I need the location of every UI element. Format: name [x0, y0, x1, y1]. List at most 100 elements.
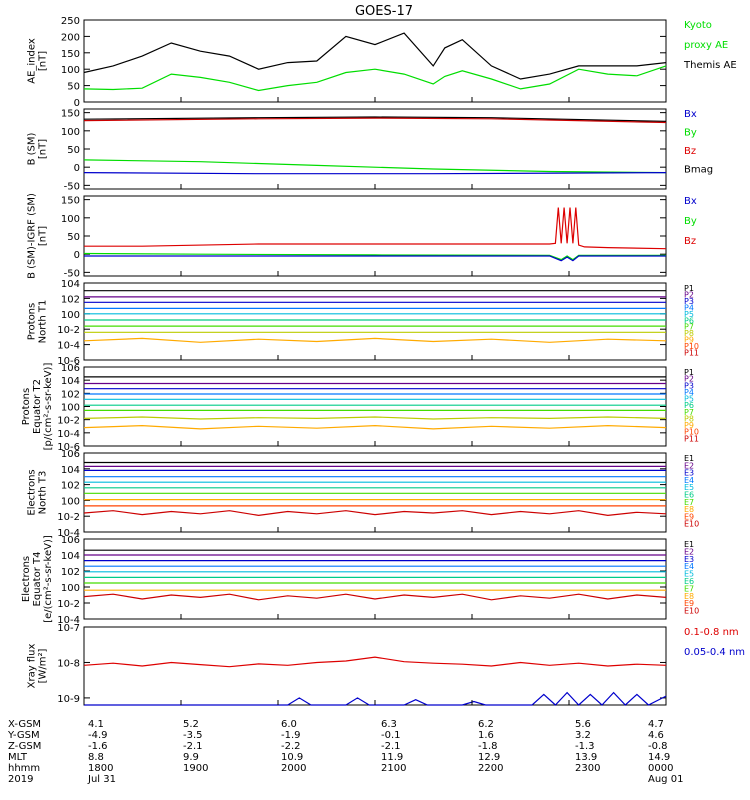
legend-entry: P7 [684, 408, 694, 417]
legend-entry: 0.05-0.4 nm [684, 647, 745, 658]
legend-entry: E2 [684, 547, 694, 556]
legend-entry: P7 [684, 323, 694, 332]
legend-entry: E2 [684, 461, 694, 470]
y-axis-label: Protons [27, 303, 38, 340]
chart-title: GOES-17 [355, 4, 413, 19]
footer-row-label: X-GSM [8, 719, 41, 730]
footer-cell: 3.2 [575, 730, 591, 741]
y-axis-label: North T1 [38, 300, 49, 344]
y-tick-label: 104 [61, 279, 80, 290]
y-tick-label: 104 [61, 376, 80, 387]
legend-entry: P10 [684, 428, 699, 437]
y-tick-label: 102 [61, 481, 80, 492]
y-tick-label: 50 [67, 232, 80, 243]
series-line-p9 [83, 424, 667, 430]
footer-cell: 6.3 [381, 719, 397, 730]
y-tick-label: 104 [61, 465, 80, 476]
y-tick-label: 10-9 [57, 694, 80, 705]
footer-cell: -1.6 [88, 741, 108, 752]
legend-entry: E10 [684, 520, 699, 529]
y-tick-label: 150 [61, 109, 80, 120]
footer-cell: -0.1 [381, 730, 401, 741]
series-line-by [83, 159, 667, 174]
y-tick-label: 102 [61, 567, 80, 578]
footer-cell: 2200 [478, 763, 503, 774]
legend-entry: P4 [684, 388, 694, 397]
y-tick-label: 0 [74, 98, 80, 109]
y-tick-label: 100 [61, 310, 80, 321]
y-tick-label: 150 [61, 49, 80, 60]
y-tick-label: 10-2 [57, 325, 80, 336]
y-axis-label: [e/(cm²-s-sr-keV)] [43, 535, 54, 623]
legend-entry: E8 [684, 505, 694, 514]
series-line-0-1-0-8-nm [83, 656, 667, 668]
y-tick-label: 10-4 [57, 528, 80, 539]
footer-cell: 6.0 [281, 719, 297, 730]
legend-entry: P9 [684, 421, 694, 430]
footer-cell: -1.8 [478, 741, 498, 752]
footer-cell: 2300 [575, 763, 600, 774]
legend-entry: Kyoto [684, 20, 712, 31]
footer-cell: -2.1 [183, 741, 203, 752]
y-axis-label: Electrons [21, 556, 32, 602]
y-tick-label: 104 [61, 551, 80, 562]
y-tick-label: 150 [61, 196, 80, 207]
panel-frame [83, 538, 667, 620]
panel-4: 10-6 10-4 10-2 100 102 104 106 Protons Equator T… [21, 363, 699, 453]
y-tick-label: 10-2 [57, 416, 80, 427]
panel-frame [83, 195, 667, 277]
y-axis-label: Protons [21, 388, 32, 425]
panel-2: -50 0 50 100 150 B (SM)-IGRF (SM) [nT] Bx By Bz [27, 193, 697, 279]
panel-3: 10-6 10-4 10-2 100 102 104 Protons North T1 P1P2… [27, 279, 700, 367]
y-tick-label: 10-4 [57, 429, 80, 440]
legend-entry: P2 [684, 290, 694, 299]
footer-cell: -1.3 [575, 741, 595, 752]
y-tick-label: 102 [61, 389, 80, 400]
panel-frame [83, 366, 667, 447]
footer-row-label: 2019 [8, 774, 33, 785]
legend-entry: Bz [684, 236, 696, 247]
y-tick-label: 200 [61, 32, 80, 43]
footer-cell: 13.9 [575, 752, 597, 763]
footer-cell: Jul 31 [87, 774, 116, 785]
legend-entry: P8 [684, 329, 694, 338]
footer-cell: -1.9 [281, 730, 301, 741]
y-axis-label: B (SM) [27, 132, 38, 165]
footer-cell: -4.9 [88, 730, 108, 741]
legend-entry: E1 [684, 454, 694, 463]
legend-entry: P1 [684, 284, 694, 293]
footer-cell: 2000 [281, 763, 306, 774]
y-tick-label: 10-4 [57, 615, 80, 626]
y-tick-label: 0 [74, 163, 80, 174]
legend-entry: By [684, 128, 697, 139]
y-tick-label: 106 [61, 535, 80, 546]
footer-cell: -0.8 [648, 741, 668, 752]
y-tick-label: -50 [64, 268, 80, 279]
legend-entry: P8 [684, 414, 694, 423]
y-axis-label: North T3 [38, 471, 49, 515]
legend-entry: E6 [684, 577, 694, 586]
y-axis-label: [nT] [38, 226, 49, 246]
legend-entry: E7 [684, 584, 694, 593]
y-tick-label: 100 [61, 496, 80, 507]
legend-entry: E6 [684, 491, 694, 500]
panel-6: 10-4 10-2 100 102 104 106 Electrons Equator T4[… [21, 535, 699, 626]
footer-cell: 12.9 [478, 752, 500, 763]
footer-cell: 14.9 [648, 752, 670, 763]
legend-entry: Bz [684, 146, 696, 157]
y-tick-label: 100 [61, 403, 80, 414]
legend-entry: P3 [684, 381, 694, 390]
legend-entry: P2 [684, 375, 694, 384]
series-line-bmag [83, 116, 667, 122]
footer-cell: 9.9 [183, 752, 199, 763]
legend-entry: E7 [684, 498, 694, 507]
series-line-p9 [83, 337, 667, 343]
panel-frame [83, 282, 667, 361]
y-tick-label: 10-6 [57, 356, 80, 367]
footer-cell: 8.8 [88, 752, 104, 763]
y-tick-label: 106 [61, 363, 80, 374]
y-tick-label: 100 [61, 65, 80, 76]
